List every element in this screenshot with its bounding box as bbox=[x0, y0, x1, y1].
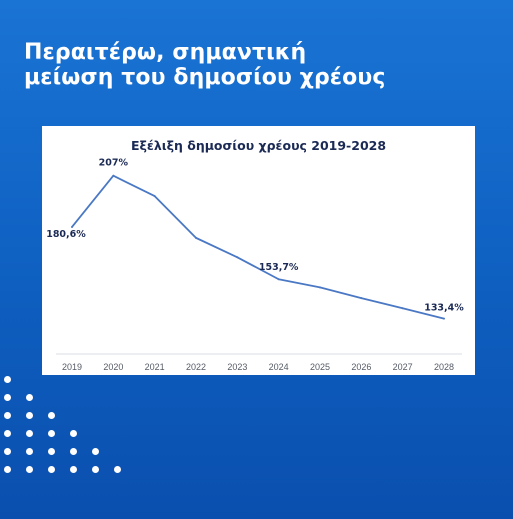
decor-dot bbox=[70, 430, 77, 437]
debt-line-chart: 2019 2020 2021 2022 2023 2024 2025 2026 2027 2028… bbox=[46, 158, 464, 372]
headline-line-2: μείωση του δημοσίου χρέους bbox=[24, 65, 386, 90]
x-tick-label: 2022 bbox=[186, 362, 206, 372]
data-point-2027 bbox=[401, 307, 404, 310]
decor-dot bbox=[48, 412, 55, 419]
x-tick-label: 2026 bbox=[351, 362, 371, 372]
chart-title: Εξέλιξη δημοσίου χρέους 2019-2028 bbox=[130, 138, 387, 153]
data-label-2024: 153,7% bbox=[259, 262, 299, 273]
x-tick-label: 2019 bbox=[62, 362, 82, 372]
data-point-2024 bbox=[277, 278, 280, 281]
data-point-2026 bbox=[360, 297, 363, 300]
decor-dot bbox=[92, 448, 99, 455]
decor-dot bbox=[4, 430, 11, 437]
data-point-2023 bbox=[236, 256, 239, 259]
debt-series-line bbox=[71, 174, 445, 320]
decor-dot bbox=[70, 448, 77, 455]
decor-dot bbox=[26, 412, 33, 419]
data-label-2028: 133,4% bbox=[424, 303, 464, 314]
data-point-2019 bbox=[71, 225, 73, 228]
decor-dot bbox=[92, 466, 99, 473]
data-point-2025 bbox=[319, 286, 321, 289]
decor-dot bbox=[4, 394, 11, 401]
data-label-2019: 180,6% bbox=[46, 229, 86, 240]
headline: Περαιτέρω, σημαντική μείωση του δημοσίου… bbox=[24, 40, 494, 90]
x-tick-label: 2027 bbox=[393, 362, 413, 372]
data-label-2020: 207% bbox=[99, 158, 129, 169]
data-point-2022 bbox=[195, 236, 197, 239]
x-tick-label: 2023 bbox=[227, 362, 247, 372]
decor-dot bbox=[114, 466, 121, 473]
decor-dot bbox=[4, 466, 11, 473]
data-point-2028 bbox=[443, 317, 445, 320]
x-tick-label: 2024 bbox=[269, 362, 289, 372]
decorative-dots bbox=[0, 370, 200, 519]
data-point-2021 bbox=[153, 195, 156, 198]
decor-dot bbox=[4, 376, 11, 383]
data-point-2020 bbox=[112, 174, 115, 177]
decor-dot bbox=[4, 412, 11, 419]
decor-dot bbox=[26, 430, 33, 437]
decor-dot bbox=[26, 466, 33, 473]
decor-dot bbox=[48, 466, 55, 473]
x-tick-label: 2028 bbox=[434, 362, 454, 372]
decor-dot bbox=[4, 448, 11, 455]
chart-card: Εξέλιξη δημοσίου χρέους 2019-2028 2019 20… bbox=[42, 126, 475, 375]
x-tick-label: 2025 bbox=[310, 362, 330, 372]
x-tick-label: 2021 bbox=[145, 362, 165, 372]
headline-line-1: Περαιτέρω, σημαντική bbox=[24, 40, 307, 65]
x-tick-label: 2020 bbox=[103, 362, 123, 372]
decor-dot bbox=[26, 448, 33, 455]
decor-dot bbox=[48, 448, 55, 455]
decor-dot bbox=[70, 466, 77, 473]
decor-dot bbox=[48, 430, 55, 437]
decor-dot bbox=[26, 394, 33, 401]
